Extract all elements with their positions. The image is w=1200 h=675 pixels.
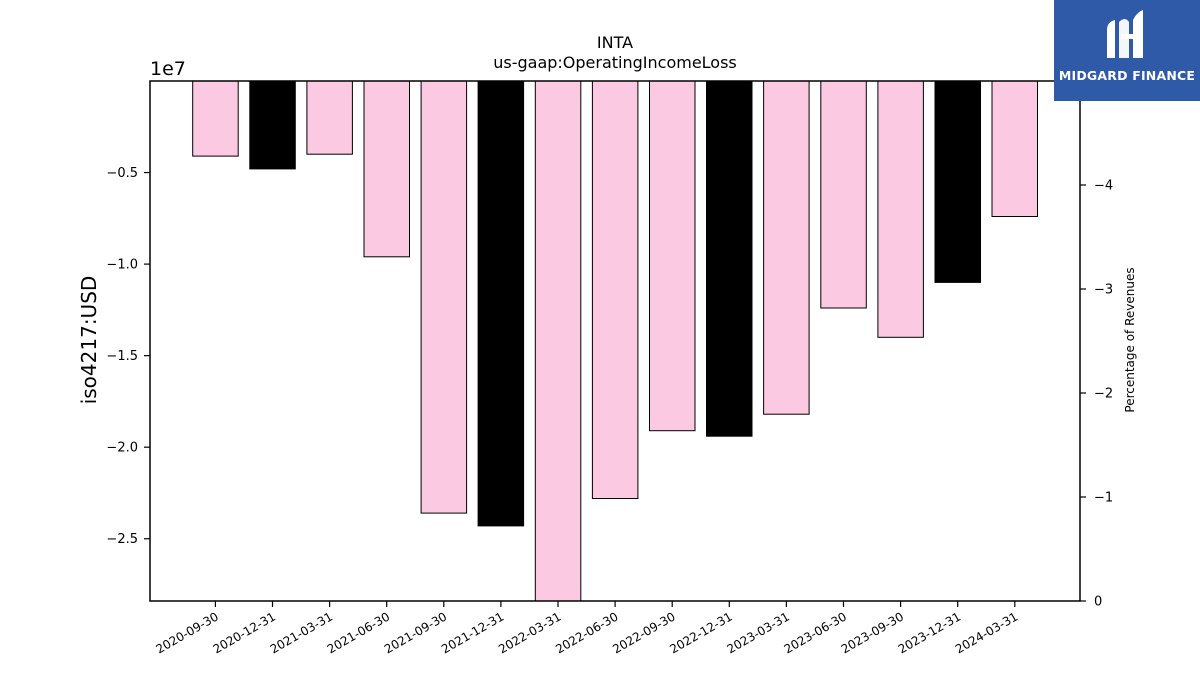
bar-2021-09-30: [420, 80, 468, 514]
midgard-logo-icon: [1107, 10, 1143, 58]
bar-2023-12-31: [934, 80, 981, 283]
bar-2024-03-31: [991, 80, 1038, 217]
brand-logo: MIDGARD FINANCE: [1054, 0, 1200, 101]
y-axis-label: iso4217:USD: [77, 276, 101, 405]
chart-subtitle: us-gaap:OperatingIncomeLoss: [493, 53, 737, 72]
x-tick-label: 2020-09-30: [153, 609, 220, 656]
x-tick-label: 2022-06-30: [553, 609, 620, 656]
x-tick-label: 2021-06-30: [325, 609, 392, 656]
y2-tick-label: −3: [1094, 283, 1113, 298]
y2-tick-label: −1: [1094, 491, 1113, 506]
y-tick-label: −2.5: [106, 532, 138, 547]
bar-2022-12-31: [706, 80, 753, 437]
x-tick-label: 2021-12-31: [439, 609, 506, 656]
x-tick-label: 2023-12-31: [896, 609, 963, 656]
y2-ticks-group: −4 −3 −2 −1 0: [1080, 179, 1113, 610]
bar-2023-06-30: [820, 80, 867, 309]
y-tick-label: −0.5: [106, 166, 138, 181]
y2-tick-label: −4: [1094, 179, 1113, 194]
y-tick-label: −1.5: [106, 349, 138, 364]
x-tick-label: 2022-03-31: [496, 609, 563, 656]
bar-2023-03-31: [763, 80, 810, 415]
bar-2020-09-30: [192, 80, 239, 157]
bar-2022-09-30: [649, 80, 696, 432]
bar-2021-06-30: [363, 80, 410, 258]
bar-2023-09-30: [877, 80, 924, 338]
x-tick-label: 2022-12-31: [667, 609, 734, 656]
y2-tick-label: −2: [1094, 387, 1113, 402]
x-tick-label: 2021-03-31: [268, 609, 335, 656]
y2-tick-label: 0: [1094, 595, 1102, 610]
x-tick-label: 2022-09-30: [610, 609, 677, 656]
bar-2020-12-31: [249, 80, 296, 170]
bar-2022-03-31: [534, 80, 582, 602]
y-tick-label: −1.0: [106, 258, 138, 273]
y2-axis-label: Percentage of Revenues: [1123, 267, 1137, 412]
x-tick-label: 2023-09-30: [839, 609, 906, 656]
y-offset-label: 1e7: [150, 58, 186, 80]
chart-title: INTA: [597, 33, 633, 52]
bar-2021-03-31: [306, 80, 353, 155]
x-tick-label: 2021-09-30: [382, 609, 449, 656]
bar-2021-12-31: [477, 80, 525, 527]
x-tick-label: 2023-06-30: [782, 609, 849, 656]
bar-2022-06-30: [591, 80, 639, 499]
x-tick-label: 2024-03-31: [953, 609, 1020, 656]
brand-name: MIDGARD FINANCE: [1058, 68, 1196, 83]
plot-frame: [149, 80, 1081, 602]
bars-group: [192, 80, 1038, 602]
x-tick-label: 2020-12-31: [211, 609, 278, 656]
x-tick-label: 2023-03-31: [724, 609, 791, 656]
y-tick-label: −2.0: [106, 441, 138, 456]
y-ticks-group: −0.5 −1.0 −1.5 −2.0 −2.5: [106, 166, 150, 547]
x-ticks-group: 2020-09-302020-12-312021-03-312021-06-30…: [153, 601, 1020, 656]
